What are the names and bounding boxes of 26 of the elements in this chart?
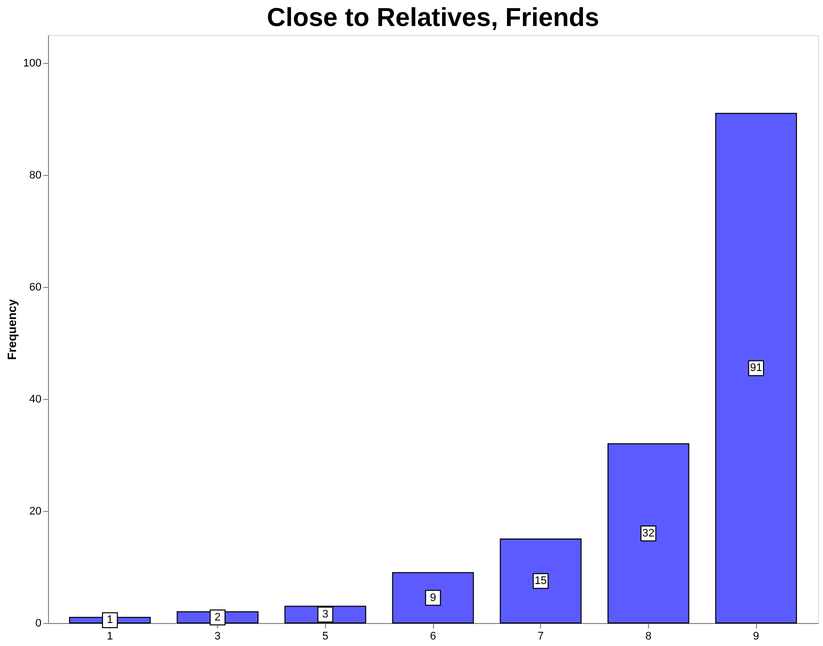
data-label: 1 <box>106 614 113 626</box>
x-tick-label: 1 <box>106 630 113 642</box>
x-tick-label: 3 <box>214 630 221 642</box>
y-axis-title: Frequency <box>5 298 20 360</box>
x-tick-label: 8 <box>645 630 652 642</box>
data-label: 2 <box>214 611 221 624</box>
bar <box>392 572 474 624</box>
data-label: 3 <box>322 608 328 621</box>
x-tick-label: 6 <box>430 630 436 642</box>
chart-title: Close to Relatives, Friends <box>266 2 600 32</box>
data-label: 15 <box>534 575 547 587</box>
x-tick-label: 9 <box>753 630 760 642</box>
data-label: 91 <box>750 362 762 374</box>
y-tick-label: 100 <box>23 58 42 70</box>
bar <box>608 443 690 624</box>
data-label: 9 <box>430 592 436 604</box>
bar <box>500 538 582 624</box>
y-tick-label: 80 <box>29 170 42 182</box>
y-tick-label: 40 <box>29 394 42 406</box>
y-tick-label: 20 <box>29 506 42 518</box>
y-tick-label: 60 <box>29 282 42 294</box>
x-tick-label: 7 <box>538 630 544 642</box>
x-tick-label: 5 <box>322 630 328 642</box>
data-label: 32 <box>642 527 655 540</box>
y-tick-label: 0 <box>35 618 42 630</box>
bar <box>715 112 797 624</box>
